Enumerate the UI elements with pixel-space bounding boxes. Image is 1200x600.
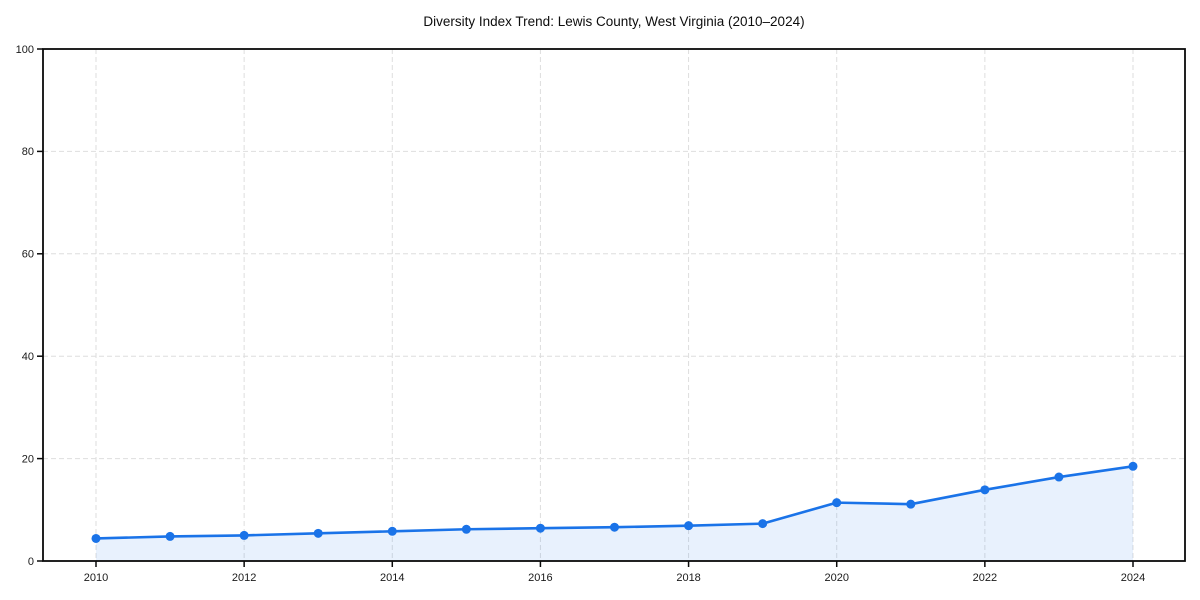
y-tick-label-40: 40 <box>22 351 34 363</box>
x-tick-label-2018: 2018 <box>676 572 700 584</box>
data-point-2016 <box>535 523 545 533</box>
x-tick-label-2022: 2022 <box>973 572 997 584</box>
data-point-2021 <box>906 499 916 509</box>
y-tick-label-20: 20 <box>22 453 34 465</box>
area-fill <box>96 466 1133 561</box>
y-tick-label-100: 100 <box>16 44 34 56</box>
data-point-2019 <box>758 519 768 529</box>
x-tick-label-2020: 2020 <box>824 572 848 584</box>
plot-border <box>42 48 1186 562</box>
data-point-2014 <box>387 526 397 536</box>
data-point-2015 <box>461 524 471 534</box>
x-tick-label-2012: 2012 <box>232 572 256 584</box>
data-point-2017 <box>610 522 619 532</box>
data-point-2024 <box>1128 461 1138 471</box>
data-point-2010 <box>91 533 101 543</box>
data-point-2012 <box>239 530 249 540</box>
chart-title: Diversity Index Trend: Lewis County, Wes… <box>423 14 804 29</box>
plot-area: 0 20 40 60 80 100 2010 2012 2014 2016 2018 2020 2022… <box>16 44 1186 584</box>
data-point-2020 <box>832 498 842 508</box>
y-tick-label-80: 80 <box>22 146 34 158</box>
x-tick-label-2024: 2024 <box>1121 572 1145 584</box>
x-tick-label-2014: 2014 <box>380 572 404 584</box>
data-point-2011 <box>165 531 175 541</box>
data-point-2013 <box>313 528 323 538</box>
y-tick-label-0: 0 <box>28 556 34 568</box>
x-tick-label-2010: 2010 <box>84 572 108 584</box>
x-tick-label-2016: 2016 <box>528 572 552 584</box>
data-point-2022 <box>980 485 990 495</box>
data-point-2023 <box>1054 472 1064 482</box>
y-tick-label-60: 60 <box>22 249 34 261</box>
data-point-2018 <box>684 521 694 531</box>
